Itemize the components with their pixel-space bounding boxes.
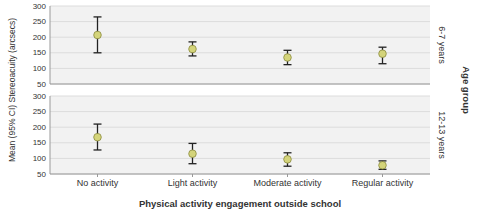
- grid-line: [50, 174, 430, 175]
- grid-line: [50, 52, 430, 53]
- mean-point: [189, 150, 197, 158]
- y-tick-label: 300: [33, 92, 47, 101]
- x-tick: [287, 174, 288, 177]
- mean-point: [379, 50, 387, 58]
- y-tick-label: 150: [33, 48, 47, 57]
- x-tick-label: Regular activity: [352, 178, 414, 188]
- marks: [94, 17, 387, 65]
- panel-label: 6-7 years: [437, 26, 447, 64]
- error-cap-lower: [284, 166, 292, 167]
- error-cap-lower: [94, 149, 102, 150]
- grid-line: [50, 6, 430, 7]
- grid-line: [50, 96, 430, 97]
- x-axis-line: [50, 174, 430, 175]
- y-tick-label: 200: [33, 123, 47, 132]
- y-tick-label: 200: [33, 33, 47, 42]
- grid-line: [50, 84, 430, 85]
- panel-label: 12-13 years: [437, 111, 447, 159]
- chart-container: 50 100 150 200 250 300 6-7 years 50 100 150 200 250…: [0, 0, 500, 215]
- error-cap-upper: [379, 47, 387, 48]
- mean-point: [284, 156, 292, 164]
- error-cap-upper: [284, 50, 292, 51]
- y-tick-label: 300: [33, 2, 47, 11]
- grid-line: [50, 142, 430, 143]
- error-cap-upper: [284, 152, 292, 153]
- mean-point: [189, 45, 197, 53]
- mean-point: [94, 31, 102, 39]
- y-tick-label: 250: [33, 107, 47, 116]
- x-tick-label: No activity: [77, 178, 119, 188]
- error-cap-lower: [379, 63, 387, 64]
- x-axis-line: [50, 84, 430, 85]
- y-axis-line: [50, 6, 51, 84]
- panel-background: [50, 6, 430, 84]
- x-tick-label: Light activity: [168, 178, 218, 188]
- grid-line: [50, 68, 430, 69]
- y-tick-label: 150: [33, 138, 47, 147]
- grid-line: [50, 37, 430, 38]
- x-tick: [192, 174, 193, 177]
- error-cap-upper: [94, 16, 102, 17]
- chart: 50 100 150 200 250 300 6-7 years 50 100 150 200 250…: [0, 0, 500, 215]
- mean-point: [94, 133, 102, 141]
- marks: [94, 124, 387, 169]
- y-axis-line: [50, 96, 51, 174]
- error-cap-upper: [94, 123, 102, 124]
- grid-line: [50, 21, 430, 22]
- error-cap-upper: [189, 143, 197, 144]
- y-tick-label: 50: [37, 80, 46, 89]
- y-axis-label: Mean (95% CI) Stereoacuity (arcsecs): [7, 18, 17, 162]
- grid-line: [50, 158, 430, 159]
- error-cap-lower: [284, 64, 292, 65]
- x-tick: [97, 174, 98, 177]
- error-cap-lower: [189, 163, 197, 164]
- y-tick-label: 50: [37, 170, 46, 179]
- grid-line: [50, 127, 430, 128]
- y-tick-label: 100: [33, 64, 47, 73]
- error-cap-lower: [189, 55, 197, 56]
- y-tick-label: 250: [33, 17, 47, 26]
- mean-point: [284, 54, 292, 62]
- mean-point: [379, 161, 387, 169]
- annotation: Age group: [461, 66, 472, 114]
- x-axis-label: Physical activity engagement outside sch…: [139, 198, 341, 209]
- y-tick-label: 100: [33, 154, 47, 163]
- error-cap-lower: [94, 52, 102, 53]
- grid-line: [50, 111, 430, 112]
- x-tick-label: Moderate activity: [253, 178, 322, 188]
- x-tick: [382, 174, 383, 177]
- panel-background: [50, 96, 430, 174]
- error-cap-upper: [189, 41, 197, 42]
